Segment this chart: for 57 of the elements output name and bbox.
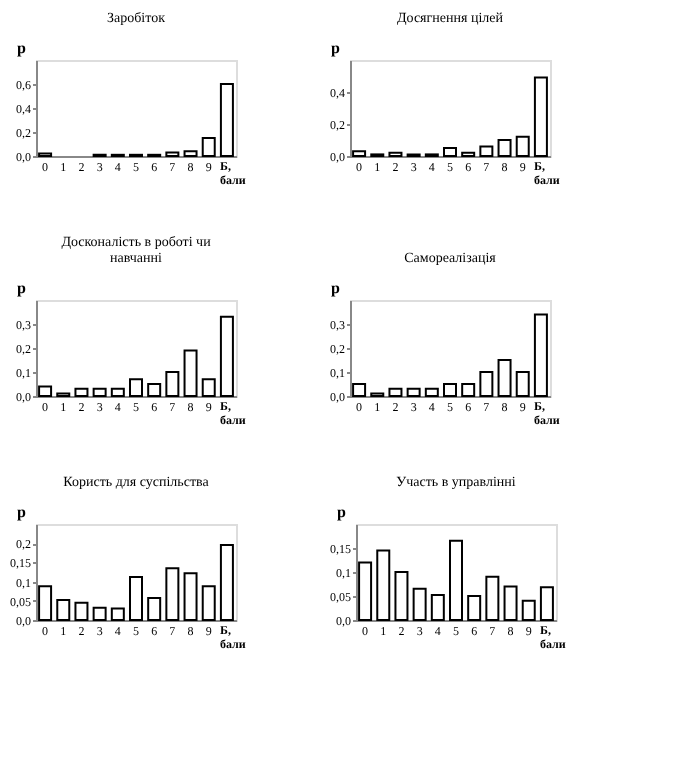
bar xyxy=(219,315,234,397)
bar xyxy=(467,595,482,621)
bar xyxy=(201,585,216,621)
bar xyxy=(219,83,234,157)
bar xyxy=(388,387,403,397)
bar xyxy=(461,383,476,397)
bar xyxy=(521,599,536,621)
bar xyxy=(430,594,445,621)
bar xyxy=(183,572,198,621)
bar xyxy=(497,139,512,157)
bar xyxy=(515,371,530,397)
bar xyxy=(147,597,162,621)
bar xyxy=(147,383,162,397)
bar xyxy=(376,549,391,621)
bar xyxy=(110,607,125,621)
bar xyxy=(479,145,494,157)
y-axis-title: р xyxy=(331,39,341,57)
bar xyxy=(74,601,89,621)
bar xyxy=(183,349,198,397)
bar xyxy=(56,599,71,621)
bar xyxy=(503,585,518,621)
bar xyxy=(201,378,216,397)
y-axis-title: р xyxy=(17,39,27,57)
bar xyxy=(443,147,457,157)
bar xyxy=(74,387,89,397)
bar xyxy=(406,387,421,397)
bar xyxy=(92,387,107,397)
y-axis-title: р xyxy=(17,279,27,297)
y-axis-title: р xyxy=(337,503,347,521)
bar xyxy=(424,387,439,397)
bar xyxy=(201,137,216,157)
bar xyxy=(539,586,554,621)
bar xyxy=(129,575,143,621)
bar xyxy=(92,606,107,621)
bar xyxy=(497,359,512,397)
bar xyxy=(38,585,53,621)
bar xyxy=(394,571,409,621)
bar xyxy=(165,371,180,397)
bar xyxy=(219,544,234,621)
bar xyxy=(449,539,463,621)
bar xyxy=(129,378,143,397)
bar xyxy=(443,383,457,397)
bar xyxy=(38,385,53,397)
bar xyxy=(165,567,180,621)
y-axis-title: р xyxy=(17,503,27,521)
bar xyxy=(479,371,494,397)
bar xyxy=(352,150,367,157)
bar xyxy=(533,313,548,397)
bar xyxy=(533,76,548,157)
bar xyxy=(515,135,530,157)
bar xyxy=(485,575,500,621)
bar xyxy=(183,150,198,157)
bar xyxy=(412,587,427,621)
bar xyxy=(358,561,373,621)
bar xyxy=(352,383,367,397)
y-axis-title: р xyxy=(331,279,341,297)
bar xyxy=(110,387,125,397)
